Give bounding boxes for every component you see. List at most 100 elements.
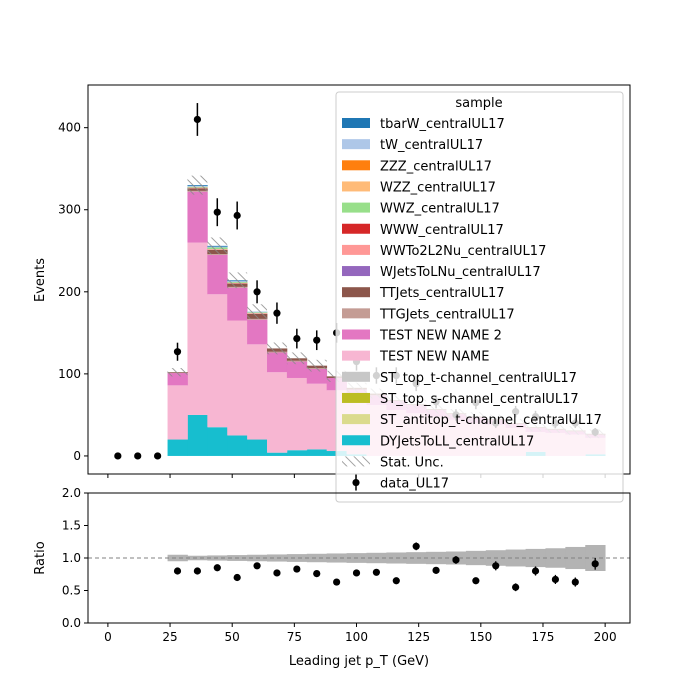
ratio-point [551,575,560,584]
legend-swatch [342,392,370,403]
legend-label: TTJets_centralUL17 [379,286,505,301]
ratio-point [571,578,579,586]
stack-bar [247,318,268,320]
legend-swatch [342,202,370,213]
y-tick-label: 200 [58,285,81,299]
stack-bar [286,450,308,456]
ratio-point [273,569,281,577]
ratio-point [313,570,321,578]
ratio-y-tick-label: 0.5 [62,584,81,598]
stat-unc-band [267,342,287,355]
ratio-panel: 0.0 0.5 1.0 1.5 2.0 0 25 50 75 100 125 150 175 200 R… [33,486,631,669]
x-tick-label: 125 [407,630,430,644]
data-point [114,452,122,460]
ratio-unc-band [426,551,447,565]
ratio-unc-band [167,554,188,562]
y-tick-label: 0 [73,449,81,463]
legend-label: ST_top_s-channel_centralUL17 [380,392,579,407]
ratio-point [432,566,440,574]
legend-label: ZZZ_centralUL17 [380,159,492,174]
main-y-axis-label: Events [33,258,48,302]
legend-label: WWZ_centralUL17 [380,202,500,217]
legend-swatch [342,160,370,171]
ratio-point [372,568,381,576]
ratio-point [531,567,540,575]
legend-label: TEST NEW NAME 2 [379,329,502,344]
stack-bar [267,372,288,453]
x-tick-label: 75 [287,630,302,644]
stack-bar [247,319,268,345]
legend-title: sample [455,96,502,111]
data-point [313,336,321,344]
data-point [154,452,162,460]
stat-unc-band [227,272,248,289]
stack-bar [306,368,328,384]
ratio-y-tick-label: 1.5 [62,519,81,533]
x-tick-label: 150 [469,630,492,644]
data-point [213,208,221,216]
data-point [273,309,281,317]
legend-label: tW_centralUL17 [380,138,483,153]
stack-bar [187,242,208,415]
stack-bar [286,361,308,378]
legend-label: WWTo2L2Nu_centralUL17 [380,244,546,259]
ratio-point [512,583,520,591]
stack-bar [286,377,308,451]
stack-bar [207,254,228,255]
x-tick-label: 100 [345,630,368,644]
legend-label: DYJetsToLL_centralUL17 [380,434,534,449]
ratio-unc-band [306,553,328,563]
legend-label: ST_top_t-channel_centralUL17 [380,371,577,386]
x-tick-label: 50 [225,630,240,644]
ratio-point [253,562,261,570]
legend-swatch [342,223,370,234]
legend-swatch [342,329,370,340]
x-axis-label: Leading jet p_T (GeV) [289,654,429,669]
ratio-point [333,578,341,586]
stat-unc-band [306,359,327,372]
ratio-point [392,577,400,585]
ratio-unc-band [525,548,546,568]
x-tick-label: 200 [594,630,617,644]
ratio-point [173,567,182,575]
x-tick-label: 0 [104,630,112,644]
stack-bar [207,294,228,428]
stack-bar [227,287,248,321]
ratio-unc-band [187,555,208,561]
stack-bar [187,414,208,456]
ratio-point [591,560,599,568]
legend-label: tbarW_centralUL17 [380,117,505,132]
legend-label: WZZ_centralUL17 [380,180,496,195]
stack-bar [207,254,228,295]
legend-swatch [342,181,370,192]
legend-swatch [342,266,370,277]
ratio-point [452,556,460,564]
ratio-unc-band [545,548,566,568]
ratio-unc-band [565,546,586,570]
stack-bar [267,452,288,456]
legend-label: data_UL17 [380,477,449,492]
ratio-point [412,542,420,550]
legend-swatch [342,139,370,150]
legend-swatch [342,118,370,128]
stat-unc-band [286,352,307,365]
legend-marker [352,478,360,487]
legend-label: Stat. Unc. [380,455,444,470]
ratio-y-tick-label: 1.0 [62,551,81,565]
ratio-plot-area [88,542,630,592]
legend-swatch [342,308,370,319]
y-tick-label: 300 [58,203,81,217]
stack-bar [167,385,188,440]
ratio-y-ticks: 0.0 0.5 1.0 1.5 2.0 [62,486,88,630]
stat-unc-band [207,237,228,255]
ratio-point [472,577,480,585]
stack-bar [167,439,188,456]
ratio-unc-band [406,552,427,564]
legend-swatch [342,350,370,361]
legend-items: tbarW_centralUL17 tW_centralUL17 ZZZ_centr… [342,117,602,492]
legend-swatch [342,244,370,255]
legend-swatch [342,371,370,382]
ratio-point [293,565,301,573]
legend-label: WJetsToLNu_centralUL17 [380,265,541,280]
x-tick-label: 25 [162,630,177,644]
